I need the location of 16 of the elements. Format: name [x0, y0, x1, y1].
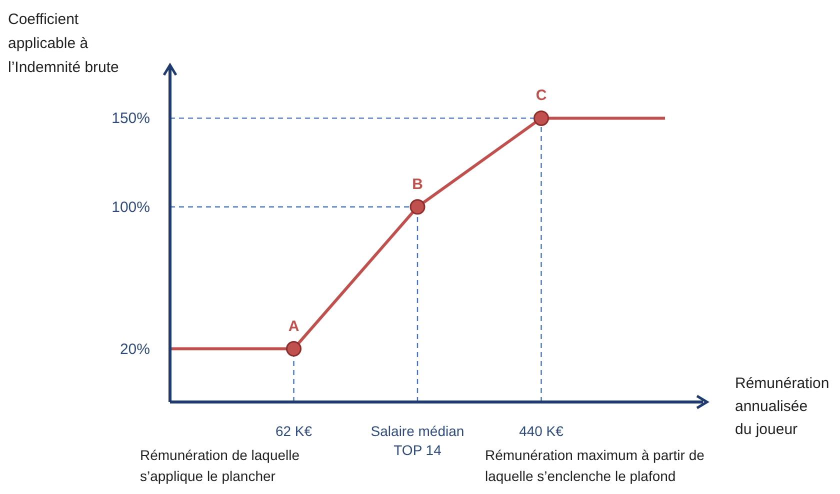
text: Rémunération de laquelle s’applique le plancher	[140, 447, 300, 484]
annotation: A	[288, 318, 300, 335]
y-axis-title: Coefficient applicable à l’Indemnité brute	[8, 11, 119, 76]
x-axis-title: Rémunération annualisée du joueur	[735, 375, 830, 438]
y-tick-label: 20%	[120, 340, 150, 358]
x-tick-label: Salaire médian TOP 14	[370, 423, 464, 458]
y-tick-label: 100%	[112, 198, 150, 216]
text: Rémunération maximum à partir de laquelle s’enclenche le plafond	[485, 447, 705, 484]
point	[286, 341, 302, 357]
y-tick-label: 150%	[112, 110, 150, 128]
annotation: C	[536, 87, 547, 104]
point	[534, 110, 549, 126]
point	[410, 199, 426, 215]
annotation: B	[412, 176, 424, 193]
x-tick-label: 62 K€	[275, 423, 312, 439]
x-tick-label: 440 K€	[519, 423, 564, 439]
